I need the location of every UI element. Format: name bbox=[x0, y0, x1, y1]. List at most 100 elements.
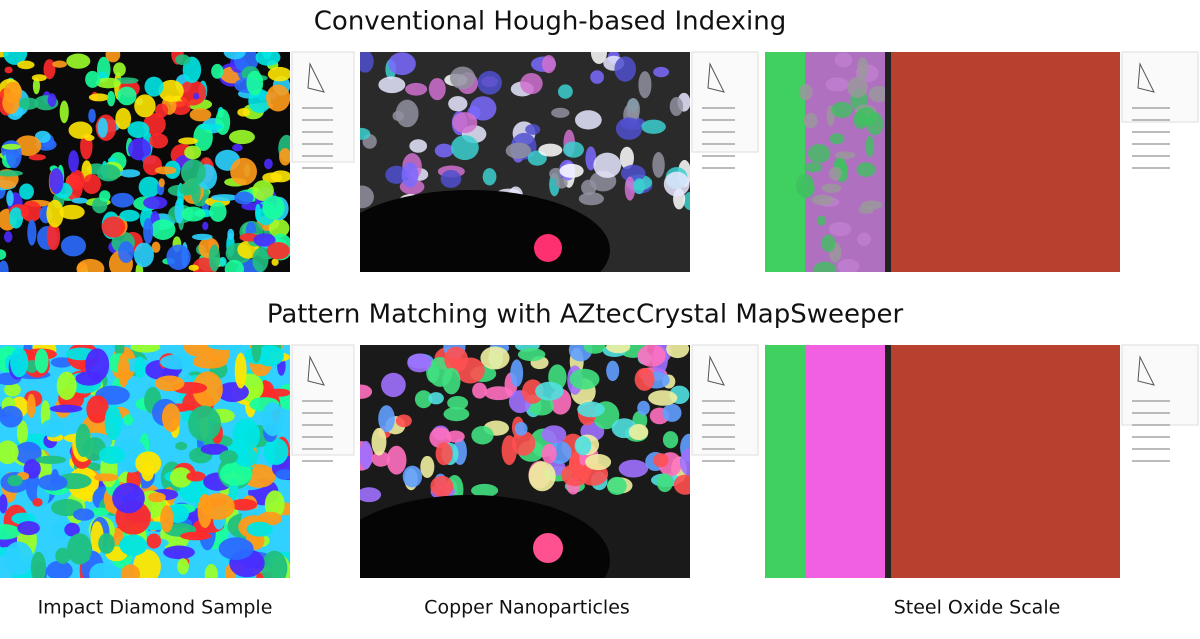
grain bbox=[66, 53, 91, 69]
grain bbox=[99, 190, 111, 202]
grain bbox=[37, 474, 68, 491]
grain bbox=[208, 244, 221, 272]
grain bbox=[868, 85, 890, 103]
grain bbox=[251, 345, 262, 363]
grain bbox=[262, 172, 282, 183]
grain bbox=[266, 388, 290, 397]
grain bbox=[360, 127, 371, 140]
legend-line bbox=[302, 119, 333, 121]
legend bbox=[691, 344, 759, 462]
legend-line bbox=[1132, 143, 1170, 145]
grain bbox=[255, 345, 284, 367]
grain bbox=[865, 135, 875, 158]
grain bbox=[117, 352, 130, 388]
legend-line bbox=[702, 143, 735, 145]
grain bbox=[82, 174, 102, 195]
grain bbox=[223, 52, 246, 60]
grain bbox=[209, 201, 227, 222]
grain bbox=[93, 473, 119, 482]
grain bbox=[626, 97, 641, 121]
grain bbox=[388, 52, 416, 76]
legend-bg bbox=[1121, 344, 1199, 426]
legend-line bbox=[302, 167, 333, 169]
legend-line bbox=[302, 107, 333, 109]
legend-line bbox=[702, 155, 735, 157]
grain bbox=[637, 345, 666, 367]
grain bbox=[452, 112, 478, 134]
row-title: Conventional Hough-based Indexing bbox=[314, 7, 786, 37]
grain bbox=[230, 157, 257, 186]
grain bbox=[662, 403, 682, 422]
grain bbox=[669, 97, 684, 117]
grain bbox=[253, 233, 276, 247]
grain bbox=[18, 97, 39, 110]
grain bbox=[858, 205, 875, 214]
legend-line bbox=[302, 448, 333, 450]
column-label: Copper Nanoparticles bbox=[424, 597, 630, 619]
grain bbox=[561, 463, 590, 487]
legend bbox=[1121, 344, 1199, 462]
grain bbox=[123, 414, 134, 426]
grain bbox=[663, 171, 690, 197]
grain bbox=[215, 109, 231, 135]
grain bbox=[143, 218, 154, 245]
grain bbox=[541, 55, 556, 74]
grain bbox=[656, 473, 673, 493]
grain bbox=[264, 158, 273, 170]
grain bbox=[577, 401, 605, 418]
grain bbox=[267, 66, 290, 82]
grain bbox=[89, 562, 114, 578]
grain bbox=[234, 447, 258, 467]
grain bbox=[266, 84, 290, 112]
grain bbox=[200, 443, 229, 455]
grain bbox=[853, 111, 869, 130]
grain bbox=[49, 404, 83, 413]
grain bbox=[0, 440, 19, 465]
grain bbox=[32, 77, 41, 95]
grain bbox=[262, 195, 285, 220]
grain bbox=[360, 185, 374, 209]
grain bbox=[169, 467, 193, 488]
grain bbox=[166, 244, 191, 270]
legend-line bbox=[1132, 448, 1170, 450]
grain bbox=[590, 70, 604, 84]
grain bbox=[590, 52, 608, 64]
grain bbox=[146, 533, 162, 549]
grain bbox=[409, 139, 428, 153]
grain bbox=[148, 492, 166, 503]
grain bbox=[371, 451, 391, 467]
grain bbox=[360, 487, 382, 503]
legend-line bbox=[1132, 460, 1170, 462]
grain bbox=[178, 137, 198, 145]
legend-line bbox=[302, 143, 333, 145]
grain bbox=[866, 112, 884, 136]
grain bbox=[211, 63, 224, 79]
grain bbox=[624, 176, 636, 201]
grain bbox=[17, 60, 35, 70]
grain bbox=[117, 86, 137, 106]
grain bbox=[127, 121, 150, 138]
grain bbox=[128, 137, 151, 161]
grain bbox=[3, 541, 34, 576]
grain bbox=[30, 551, 47, 578]
grain bbox=[67, 533, 93, 565]
grain bbox=[224, 259, 245, 272]
grain bbox=[652, 151, 665, 178]
grain bbox=[20, 200, 42, 222]
grain bbox=[557, 84, 573, 99]
grain bbox=[405, 82, 428, 96]
legend-line bbox=[702, 424, 735, 426]
grain bbox=[520, 72, 543, 95]
grain bbox=[615, 117, 643, 140]
grain bbox=[154, 166, 177, 175]
grain bbox=[161, 403, 181, 432]
grain bbox=[175, 54, 191, 66]
grain bbox=[653, 453, 669, 468]
grain bbox=[442, 367, 461, 395]
grain bbox=[130, 345, 161, 353]
grain bbox=[59, 204, 85, 220]
column-label: Steel Oxide Scale bbox=[894, 597, 1061, 619]
grain bbox=[666, 345, 690, 359]
grain bbox=[641, 119, 666, 134]
